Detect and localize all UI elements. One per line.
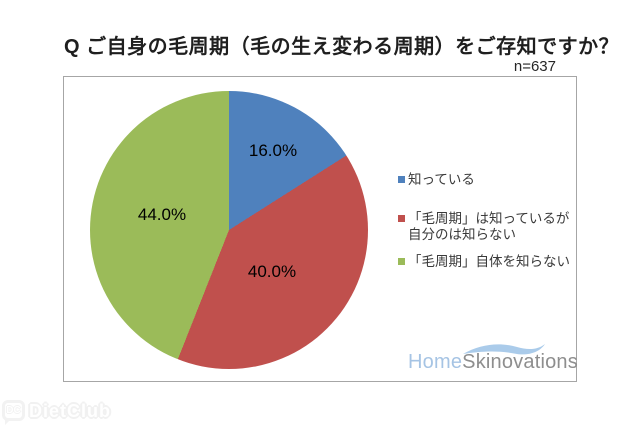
- logo-swoosh-path: [463, 344, 545, 355]
- legend: 知っている 「毛周期」は知っているが 自分のは知らない 「毛周期」自体を知らない: [398, 172, 573, 270]
- pie-label-green: 44.0%: [137, 205, 187, 224]
- dietclub-watermark-text: DietClub: [29, 401, 111, 421]
- pie: [90, 91, 368, 369]
- legend-label: 知っている: [408, 172, 475, 187]
- legend-item-does-not-know: 「毛周期」自体を知らない: [398, 254, 573, 270]
- legend-swatch-green-icon: [398, 258, 405, 265]
- legend-label-line2: 自分のは知らない: [408, 227, 516, 242]
- legend-swatch-red-icon: [398, 215, 405, 222]
- pie-label-red: 40.0%: [247, 262, 297, 281]
- logo-text: HomeSkinovations: [408, 351, 578, 374]
- pie-label-blue: 16.0%: [248, 141, 298, 160]
- legend-item-knows-cycle-not-own: 「毛周期」は知っているが 自分のは知らない: [398, 211, 573, 243]
- legend-item-knows: 知っている: [398, 172, 573, 188]
- homeskinovations-logo: HomeSkinovations: [408, 335, 578, 377]
- dietclub-badge-icon: DC: [2, 400, 25, 425]
- sample-size-label: n=637: [513, 58, 556, 75]
- logo-word-home: Home: [408, 351, 463, 373]
- legend-label-line1: 「毛周期」は知っているが: [408, 211, 570, 226]
- dietclub-watermark: DC DietClub: [2, 400, 111, 425]
- legend-label: 「毛周期」は知っているが 自分のは知らない: [408, 211, 569, 243]
- logo-swoosh-icon: [463, 344, 545, 355]
- legend-label: 「毛周期」自体を知らない: [408, 254, 570, 269]
- logo-word-skinovations: Skinovations: [462, 351, 578, 373]
- chart-title: Q ご自身の毛周期（毛の生え変わる周期）をご存知ですか？: [64, 36, 620, 58]
- legend-swatch-blue-icon: [398, 176, 405, 183]
